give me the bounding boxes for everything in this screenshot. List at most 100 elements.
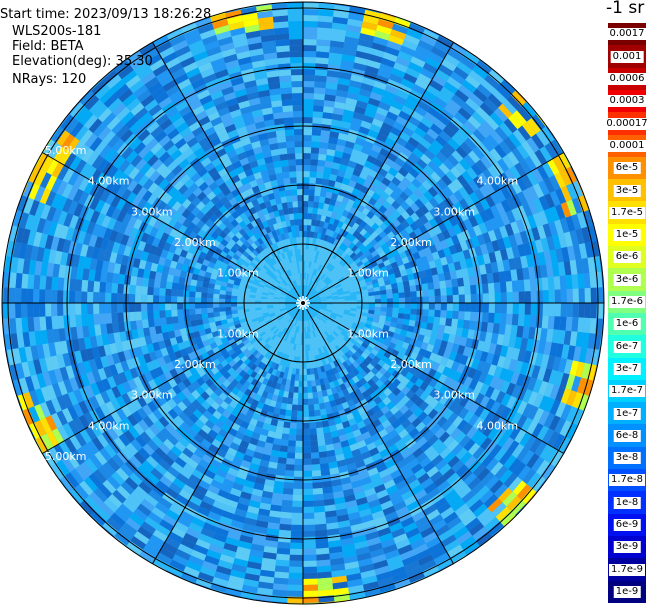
ppi-cell [129,367,139,379]
ppi-cell [324,277,330,283]
ppi-cell [152,341,161,352]
ppi-cell [463,376,473,388]
ppi-cell [351,448,362,458]
ppi-cell [414,278,422,286]
ppi-cell [420,356,430,366]
ppi-cell [369,183,379,193]
ppi-cell [324,438,333,446]
ppi-cell [320,365,326,373]
ppi-cell [390,337,399,345]
ppi-cell [137,268,145,278]
ppi-cell [384,157,395,168]
ppi-cell [194,418,205,429]
ppi-cell [281,272,287,279]
ppi-cell [240,459,252,469]
ppi-cell [255,420,265,429]
ppi-cell [320,281,326,287]
ppi-cell [267,360,273,368]
ppi-cell [178,184,189,195]
ppi-cell [337,290,344,294]
ppi-cell [191,273,199,281]
ppi-cell [323,492,334,500]
ppi-cell [154,325,163,335]
ppi-cell [269,340,275,347]
ppi-cell [348,378,356,387]
ppi-cell [276,463,287,471]
ppi-cell [386,303,393,308]
ppi-cell [348,219,356,228]
ppi-cell [135,319,143,330]
ppi-cell [158,256,166,266]
ppi-cell [289,171,297,178]
ppi-cell [399,404,410,415]
ppi-cell [235,326,243,333]
ppi-cell [410,291,417,298]
ppi-cell [169,228,179,238]
ppi-cell [471,358,480,370]
ppi-cell [363,223,372,232]
ppi-cell [213,293,220,299]
ppi-cell [394,438,406,449]
ppi-cell [434,391,444,402]
ppi-cell [303,201,309,208]
ppi-cell [279,240,285,247]
ppi-cell [231,210,240,220]
ppi-cell [237,445,248,455]
ppi-cell [316,165,325,173]
ppi-cell [231,299,238,303]
ppi-cell [293,470,303,477]
ppi-cell [278,414,286,422]
ppi-cell [303,171,310,178]
ppi-cell [361,257,369,264]
ppi-cell [286,195,293,203]
ppi-cell [214,226,223,235]
ppi-cell [324,216,331,224]
ppi-cell [218,213,227,223]
ppi-cell [321,333,326,340]
ppi-cell [270,355,276,362]
ppi-cell [230,370,239,379]
ppi-cell [245,187,255,197]
ppi-cell [379,222,388,231]
ppi-cell [309,428,317,435]
ppi-cell [259,320,266,325]
ppi-cell [266,392,274,400]
ppi-cell [178,158,190,170]
ppi-cell [294,141,303,148]
ppi-cell [340,347,348,355]
ppi-cell [382,200,392,210]
ppi-cell [310,147,320,154]
ppi-cell [365,242,373,251]
ppi-cell [315,238,321,245]
ppi-cell [223,234,232,243]
ppi-cell [349,154,359,163]
ppi-cell [289,548,303,555]
ppi-cell [185,251,194,260]
ppi-cell [69,278,77,292]
ppi-cell [357,276,365,282]
ppi-cell [167,186,179,198]
ppi-cell [401,433,413,444]
ppi-cell [428,398,439,409]
ppi-cell [423,375,433,385]
ppi-cell [181,264,189,272]
ppi-cell [226,222,235,231]
ppi-cell [193,448,205,459]
ppi-cell [156,264,164,274]
ppi-cell [306,231,311,238]
ppi-cell [99,292,106,303]
ppi-cell [270,381,277,389]
ppi-cell [254,276,262,282]
ppi-cell [430,267,438,276]
ppi-cell [342,237,349,245]
ppi-cell [361,352,369,360]
ppi-cell [249,294,256,298]
ppi-cell [385,335,393,342]
ppi-cell [285,263,291,271]
ppi-cell [333,353,339,361]
ppi-cell [274,565,290,573]
ppi-cell [177,303,184,310]
ppi-cell [287,397,293,405]
ppi-cell [291,268,296,275]
ppi-cell [286,250,291,258]
